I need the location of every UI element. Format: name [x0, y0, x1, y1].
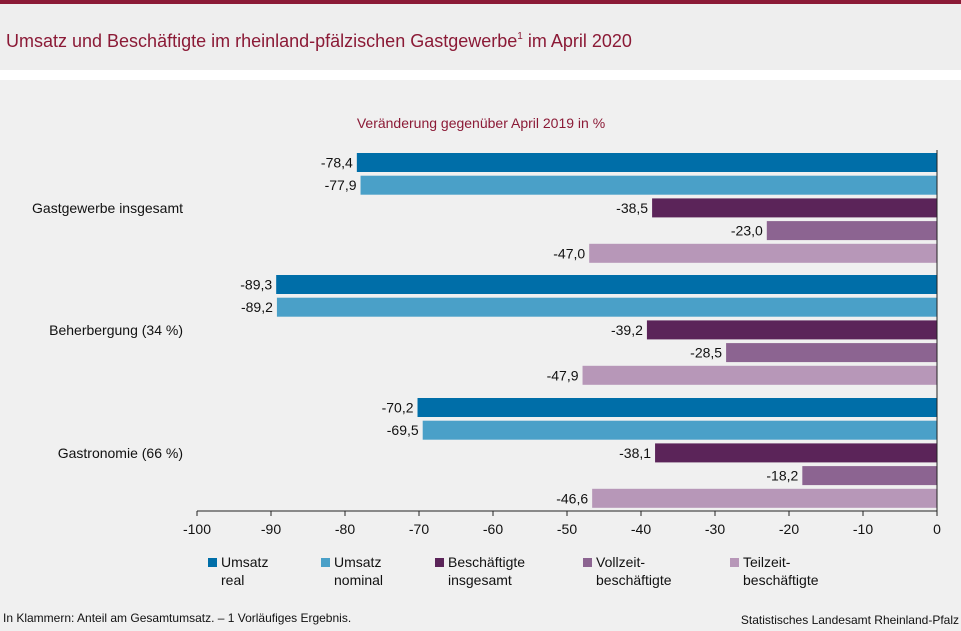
bar-value-label: -47,9 — [547, 367, 579, 383]
bar-value-label: -18,2 — [766, 468, 798, 484]
footnote: In Klammern: Anteil am Gesamtumsatz. – 1… — [3, 611, 352, 625]
title-tail: im April 2020 — [522, 31, 632, 51]
category-label: Gastronomie (66 %) — [58, 445, 183, 461]
bar-value-label: -89,2 — [241, 299, 273, 315]
bar — [646, 320, 937, 340]
bar-value-label: -38,1 — [619, 445, 651, 461]
bar-value-label: -28,5 — [690, 345, 722, 361]
x-tick-label: -70 — [409, 521, 429, 537]
bar — [417, 398, 937, 417]
legend-swatch — [583, 558, 592, 567]
x-tick-label: -10 — [853, 521, 873, 537]
bar-value-label: -23,0 — [731, 223, 763, 239]
bar — [582, 365, 937, 385]
bar-value-label: -78,4 — [321, 155, 353, 171]
bar — [360, 175, 937, 195]
bar-value-label: -69,5 — [387, 422, 419, 438]
bar-value-label: -47,0 — [553, 245, 585, 261]
legend-swatch — [208, 558, 217, 567]
x-tick-label: -40 — [631, 521, 651, 537]
legend-swatch — [435, 558, 444, 567]
top-accent-bar — [0, 0, 961, 4]
bar — [655, 443, 937, 463]
category-label: Gastgewerbe insgesamt — [32, 200, 183, 216]
x-tick-label: -30 — [705, 521, 725, 537]
bar — [766, 221, 937, 241]
bar — [589, 243, 937, 263]
chart-subtitle: Veränderung gegenüber April 2019 in % — [357, 115, 605, 131]
bar — [652, 198, 937, 218]
bar-value-label: -77,9 — [325, 177, 357, 193]
bar — [802, 466, 937, 486]
header-panel: Umsatz und Beschäftigte im rheinland-pfä… — [0, 4, 961, 70]
x-tick-label: 0 — [933, 521, 941, 537]
x-tick-label: -50 — [557, 521, 577, 537]
legend-label: Vollzeit-beschäftigte — [596, 554, 672, 588]
legend-swatch — [730, 558, 739, 567]
bar — [276, 275, 937, 294]
x-tick-label: -60 — [483, 521, 503, 537]
legend-swatch — [321, 558, 330, 567]
x-tick-label: -90 — [261, 521, 281, 537]
x-tick-label: -20 — [779, 521, 799, 537]
bar — [356, 153, 938, 172]
bar-value-label: -70,2 — [382, 400, 414, 416]
bar — [726, 343, 937, 363]
bar-value-label: -38,5 — [616, 200, 648, 216]
title-footnote-marker: 1 — [517, 31, 523, 42]
bar-value-label: -39,2 — [611, 322, 643, 338]
bar — [422, 420, 937, 440]
category-label: Beherbergung (34 %) — [49, 322, 183, 338]
header-separator — [0, 70, 961, 80]
bar-value-label: -89,3 — [240, 277, 272, 293]
x-tick-label: -100 — [183, 521, 211, 537]
legend-label: Umsatz real — [221, 554, 269, 588]
legend-label: Umsatz nominal — [334, 554, 384, 588]
source-credit: Statistisches Landesamt Rheinland-Pfalz — [740, 613, 959, 627]
bar — [592, 488, 937, 508]
title-main: Umsatz und Beschäftigte im rheinland-pfä… — [6, 31, 518, 51]
x-tick-label: -80 — [335, 521, 355, 537]
page-title: Umsatz und Beschäftigte im rheinland-pfä… — [6, 31, 632, 52]
legend-label: Beschäftigte insgesamt — [448, 554, 526, 588]
bar — [276, 297, 937, 317]
bar-value-label: -46,6 — [556, 490, 588, 506]
legend-label: Teilzeit-beschäftigte — [743, 554, 819, 588]
